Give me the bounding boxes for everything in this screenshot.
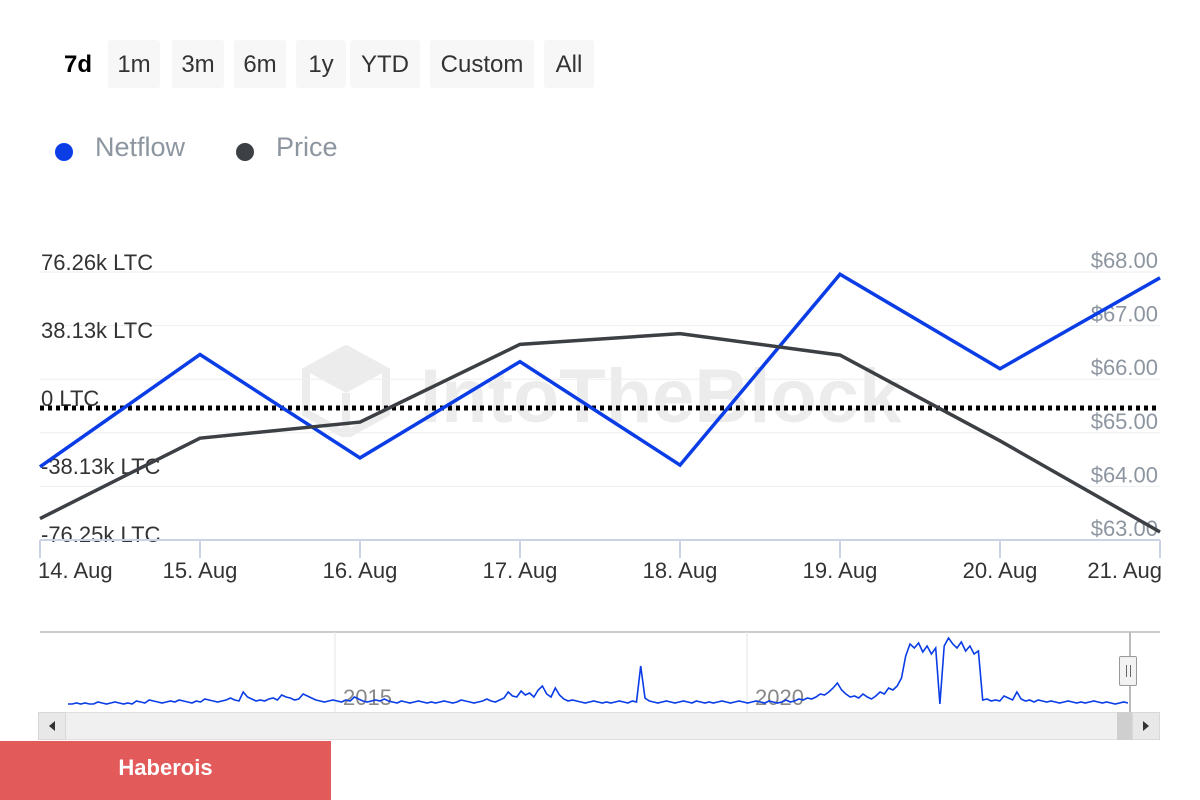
legend-label-price: Price (276, 132, 338, 162)
range-button-1m[interactable]: 1m (108, 40, 160, 88)
right-axis-tick-label: $68.00 (1091, 248, 1158, 273)
range-button-custom[interactable]: Custom (430, 40, 534, 88)
x-axis-tick-label: 20. Aug (963, 558, 1038, 583)
x-axis-tick-label: 15. Aug (163, 558, 238, 583)
navigator-scrollbar[interactable] (38, 712, 1160, 740)
arrow-left-icon (49, 721, 55, 731)
legend-item-price[interactable]: Price (236, 130, 346, 170)
right-axis-tick-label: $63.00 (1091, 516, 1158, 541)
x-axis-tick-label: 16. Aug (323, 558, 398, 583)
scroll-left-button[interactable] (38, 712, 66, 740)
arrow-right-icon (1143, 721, 1149, 731)
source-badge: Haberois (0, 741, 331, 800)
legend-label-netflow: Netflow (95, 132, 186, 162)
navigator-series-line (68, 636, 1129, 705)
left-axis-tick-label: 76.26k LTC (41, 250, 153, 275)
range-button-6m[interactable]: 6m (234, 40, 286, 88)
range-button-3m[interactable]: 3m (172, 40, 224, 88)
left-axis-tick-label: -76.25k LTC (41, 522, 161, 547)
legend-item-netflow[interactable]: Netflow (55, 130, 205, 170)
x-axis-tick-label: 18. Aug (643, 558, 718, 583)
left-axis-tick-label: 38.13k LTC (41, 318, 153, 343)
scroll-right-button[interactable] (1132, 712, 1160, 740)
series-line-netflow (38, 271, 1161, 469)
range-button-1y[interactable]: 1y (296, 40, 346, 88)
range-button-7d[interactable]: 7d (63, 51, 92, 78)
right-axis-tick-label: $66.00 (1091, 355, 1158, 380)
x-axis-tick-label: 21. Aug (1087, 558, 1162, 583)
netflow-legend-dot (55, 143, 73, 161)
navigator-year-label: 2020 (755, 685, 804, 710)
series-line-price (39, 331, 1161, 534)
scrollbar-thumb[interactable] (1117, 712, 1132, 740)
navigator-range-handle[interactable] (1119, 656, 1137, 686)
x-axis-tick-label: 14. Aug (38, 558, 113, 583)
right-axis-tick-label: $67.00 (1091, 302, 1158, 327)
price-legend-dot (236, 143, 254, 161)
navigator-year-label: 2015 (343, 685, 392, 710)
range-button-all[interactable]: All (544, 40, 594, 88)
range-button-ytd[interactable]: YTD (350, 40, 420, 88)
x-axis-tick-label: 19. Aug (803, 558, 878, 583)
x-axis-tick-label: 17. Aug (483, 558, 558, 583)
right-axis-tick-label: $65.00 (1091, 409, 1158, 434)
right-axis-tick-label: $64.00 (1091, 462, 1158, 487)
